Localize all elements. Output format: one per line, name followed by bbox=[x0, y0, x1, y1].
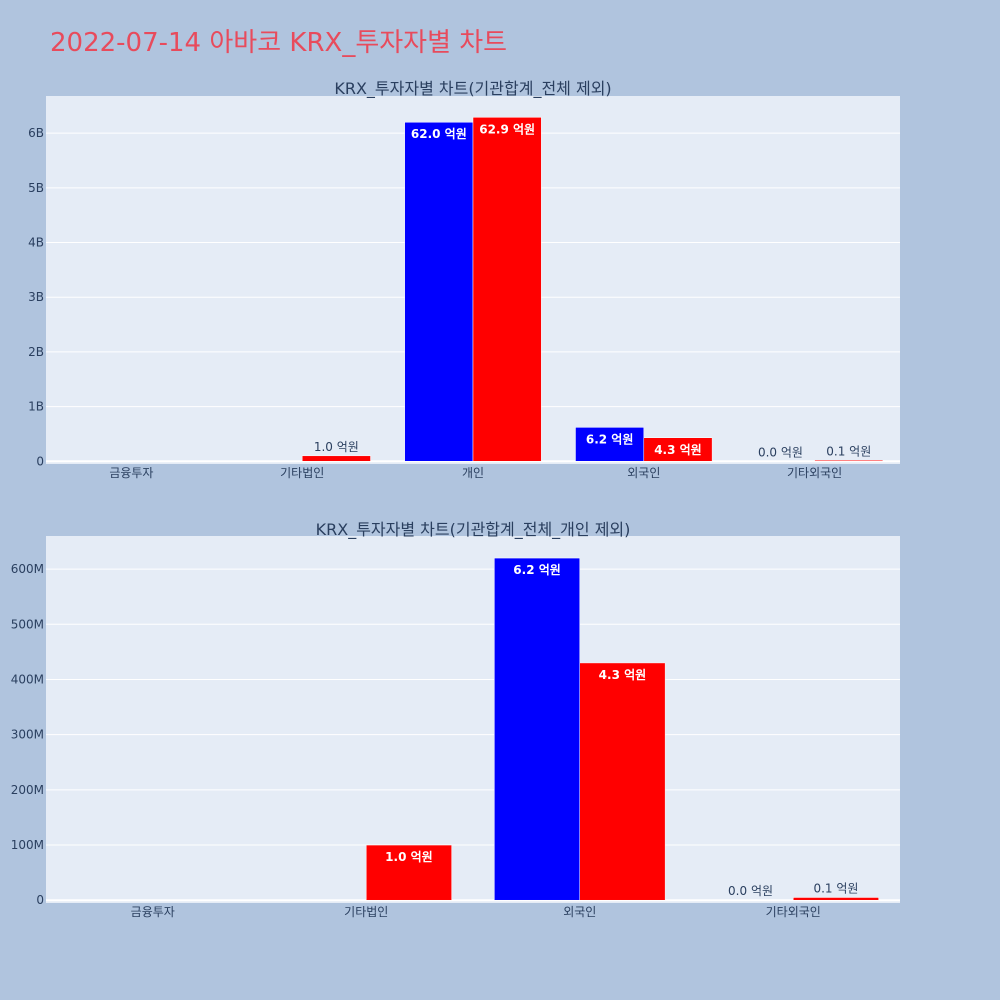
bar-data-label: 4.3 억원 bbox=[654, 443, 702, 457]
x-tick-label: 기타법인 bbox=[280, 466, 324, 480]
y-tick-label: 4B bbox=[28, 236, 44, 250]
x-tick-label: 금융투자 bbox=[131, 905, 175, 919]
y-tick-label: 100M bbox=[11, 838, 44, 852]
bar-data-label: 0.0 억원 bbox=[728, 884, 773, 898]
y-tick-label: 1B bbox=[28, 400, 44, 414]
y-tick-label: 0 bbox=[36, 454, 44, 468]
y-tick-label: 300M bbox=[11, 728, 44, 742]
chart-bottom: KRX_투자자별 차트(기관합계_전체_개인 제외) 0 100M 200M 300M 4… bbox=[11, 520, 900, 919]
chart-title: KRX_투자자별 차트(기관합계_전체_개인 제외) bbox=[316, 520, 631, 540]
x-tick-label: 개인 bbox=[462, 466, 484, 480]
bar bbox=[793, 897, 879, 901]
x-tick-label: 금융투자 bbox=[109, 466, 153, 480]
y-tick-label: 5B bbox=[28, 181, 44, 195]
bar bbox=[366, 844, 452, 901]
bar-data-label: 0.0 억원 bbox=[758, 445, 803, 459]
bar bbox=[404, 121, 474, 462]
x-tick-label: 외국인 bbox=[563, 905, 596, 919]
chart-title: KRX_투자자별 차트(기관합계_전체 제외) bbox=[334, 79, 611, 99]
page-title: 2022-07-14 아바코 KRX_투자자별 차트 bbox=[50, 28, 508, 58]
y-tick-label: 400M bbox=[11, 672, 44, 686]
y-tick-label: 6B bbox=[28, 126, 44, 140]
bar-data-label: 62.0 억원 bbox=[411, 127, 467, 141]
chart-top: KRX_투자자별 차트(기관합계_전체 제외) 0 1B 2B 3B 4B 5B 6B 금융투자… bbox=[28, 79, 900, 480]
bar bbox=[575, 427, 645, 462]
x-tick-label: 기타법인 bbox=[344, 905, 388, 919]
bar-data-label: 1.0 억원 bbox=[314, 440, 359, 454]
bar bbox=[472, 117, 542, 462]
x-tick-label: 기타외국인 bbox=[787, 466, 842, 480]
y-tick-label: 2B bbox=[28, 345, 44, 359]
bar bbox=[301, 455, 371, 462]
y-tick-label: 3B bbox=[28, 290, 44, 304]
bar-data-label: 6.2 억원 bbox=[586, 432, 634, 446]
bar bbox=[494, 557, 581, 901]
y-tick-label: 600M bbox=[11, 562, 44, 576]
bar-data-label: 0.1 억원 bbox=[813, 881, 858, 895]
x-tick-label: 외국인 bbox=[627, 466, 660, 480]
bar-data-label: 1.0 억원 bbox=[385, 850, 433, 864]
bar-data-label: 4.3 억원 bbox=[599, 668, 647, 682]
y-tick-label: 0 bbox=[36, 893, 44, 907]
plot-area bbox=[46, 536, 900, 903]
bar-data-label: 0.1 억원 bbox=[826, 444, 871, 458]
y-tick-label: 200M bbox=[11, 783, 44, 797]
bar bbox=[814, 460, 884, 462]
bar-data-label: 62.9 억원 bbox=[479, 122, 535, 136]
y-tick-label: 500M bbox=[11, 617, 44, 631]
bar bbox=[579, 662, 666, 901]
bar bbox=[643, 437, 713, 462]
bar-data-label: 6.2 억원 bbox=[513, 563, 561, 577]
x-tick-label: 기타외국인 bbox=[766, 905, 821, 919]
